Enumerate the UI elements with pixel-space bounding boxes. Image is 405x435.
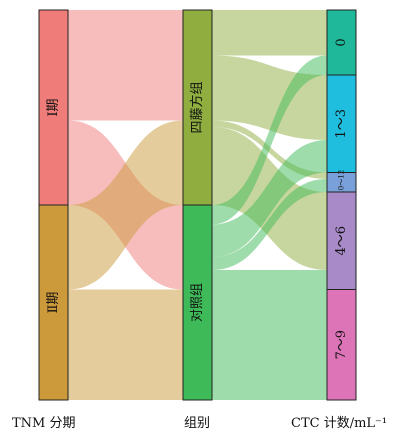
ctc-node-label-3: 4～6 <box>334 226 349 256</box>
link-stage-group-3 <box>68 289 183 400</box>
ctc-node-1 <box>326 74 357 173</box>
stage-axis-label: TNM 分期 <box>12 416 76 431</box>
group-node-label-1: 对照组 <box>190 283 205 322</box>
link-group-ctc-5 <box>212 140 327 257</box>
link-stage-group-2 <box>68 120 183 290</box>
group-node-1 <box>182 204 213 401</box>
ctc-node-0 <box>326 9 357 76</box>
link-group-ctc-8 <box>212 289 327 400</box>
group-node-label-0: 四藤方组 <box>189 81 205 133</box>
sankey-links <box>68 10 327 400</box>
ctc-axis-label: CTC 计数/mL⁻¹ <box>291 416 388 431</box>
link-group-ctc-4 <box>212 55 327 225</box>
stage-node-label-0: Ⅰ期 <box>46 98 61 116</box>
ctc-node-label-4: 7～9 <box>334 330 349 360</box>
ctc-node-4 <box>326 289 357 401</box>
link-group-ctc-0 <box>212 10 327 56</box>
group-node-0 <box>182 9 213 206</box>
stage-node-label-1: Ⅱ期 <box>46 292 61 314</box>
ctc-node-3 <box>326 191 357 290</box>
link-group-ctc-6 <box>212 179 327 270</box>
ctc-node-label-2: 10～12 <box>338 170 346 195</box>
group-axis-label: 组别 <box>184 416 211 431</box>
stage-node-0 <box>38 9 69 206</box>
ctc-node-label-0: 0 <box>334 38 349 46</box>
link-stage-group-0 <box>68 10 183 121</box>
ctc-node-label-1: 1～3 <box>334 109 349 139</box>
stage-node-1 <box>38 204 69 401</box>
link-group-ctc-7 <box>212 270 327 290</box>
